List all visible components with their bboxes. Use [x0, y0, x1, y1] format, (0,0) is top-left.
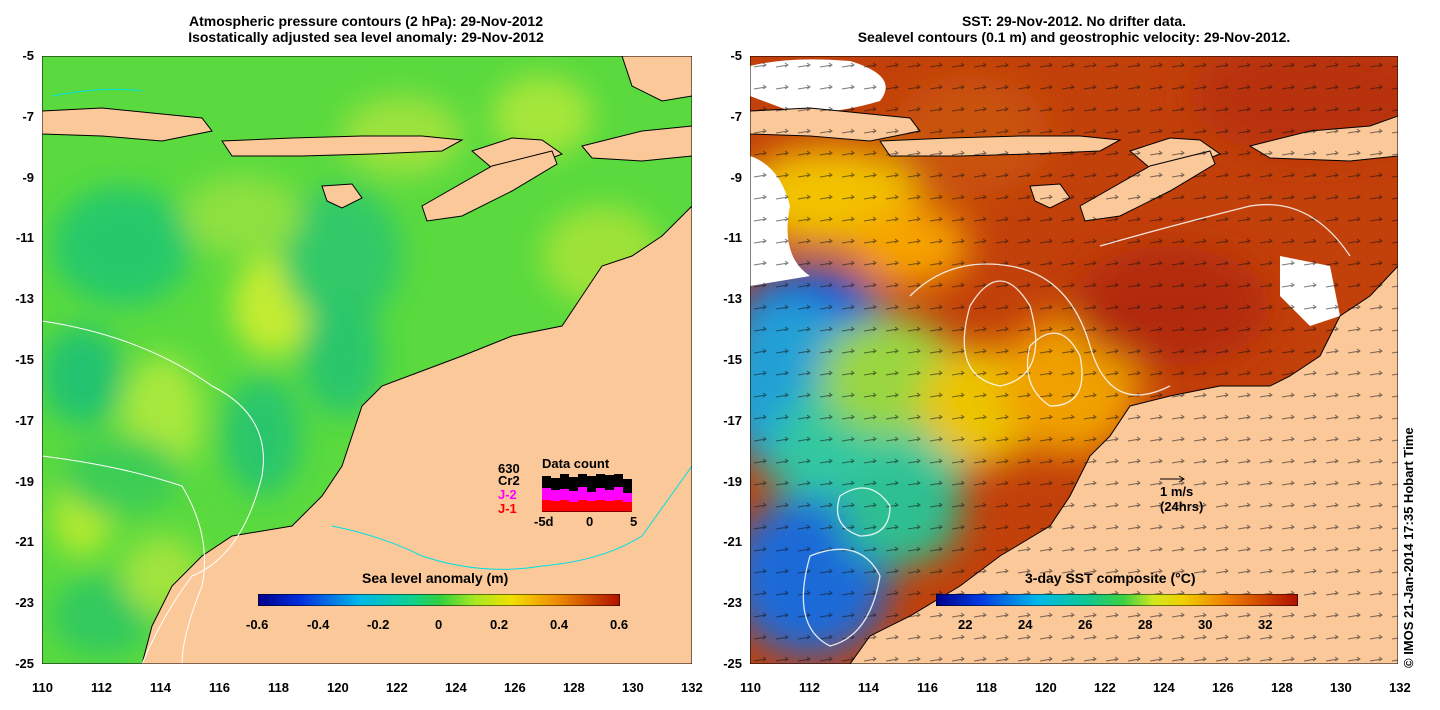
- x-tick-label: 116: [209, 680, 230, 695]
- velocity-scale-label2: (24hrs): [1160, 499, 1204, 514]
- x-tick-label: 122: [1094, 680, 1116, 695]
- sst-tick: 26: [1078, 617, 1093, 632]
- x-tick-label: 128: [1271, 680, 1293, 695]
- x-tick-label: 118: [268, 680, 289, 695]
- x-tick-label: 126: [504, 680, 526, 695]
- x-tick-label: 130: [622, 680, 644, 695]
- y-tick-label: -11: [15, 230, 34, 246]
- x-tick-label: 124: [1153, 680, 1175, 695]
- inset-x-tick: 5: [630, 514, 638, 529]
- inset-title: Data count: [542, 456, 610, 471]
- geostrophic-velocity-arrows: [750, 56, 1398, 664]
- y-tick-label: -5: [22, 48, 34, 63]
- sla-tick: -0.2: [367, 617, 390, 632]
- sst-colorbar: [936, 594, 1298, 606]
- sst-tick: 22: [958, 617, 973, 632]
- y-tick-label: -7: [730, 108, 742, 124]
- x-tick-label: 124: [445, 680, 467, 695]
- x-tick-label: 114: [150, 680, 171, 695]
- sst-map: [750, 56, 1398, 664]
- sat-label-cr2: Cr2: [498, 473, 520, 488]
- y-tick-label: -19: [723, 473, 742, 489]
- y-tick-label: -25: [15, 656, 34, 671]
- y-tick-label: -23: [723, 595, 742, 611]
- velocity-scale-label1: 1 m/s: [1160, 484, 1194, 499]
- right-title-line1: SST: 29-Nov-2012. No drifter data.: [961, 13, 1187, 29]
- y-tick-label: -9: [22, 169, 34, 185]
- x-tick-label: 132: [681, 680, 703, 695]
- sla-colorbar-label: Sea level anomaly (m): [362, 570, 509, 586]
- sla-tick: 0: [435, 617, 443, 632]
- sst-colorbar-label: 3-day SST composite (°C): [1025, 570, 1196, 586]
- y-tick-label: -25: [723, 656, 742, 671]
- x-tick-label: 112: [799, 680, 820, 695]
- y-tick-label: -15: [723, 352, 742, 367]
- y-tick-label: -15: [15, 352, 34, 367]
- left-title-line2: Isostatically adjusted sea level anomaly…: [188, 29, 544, 45]
- sla-tick: 0.2: [490, 617, 509, 632]
- y-tick-label: -7: [22, 108, 34, 124]
- y-tick-label: -17: [15, 412, 34, 428]
- sla-tick: 0.6: [610, 617, 629, 632]
- y-tick-label: -21: [723, 534, 742, 550]
- right-title-line2: Sealevel contours (0.1 m) and geostrophi…: [857, 29, 1291, 45]
- x-tick-label: 126: [1212, 680, 1234, 695]
- sla-colorbar: [258, 594, 620, 606]
- y-tick-label: -21: [15, 534, 34, 550]
- y-tick-label: -5: [730, 48, 742, 63]
- x-tick-label: 120: [327, 680, 349, 695]
- data-count-inset: Data count 630 Cr2 J-2 J-1 -5d 0 5: [494, 456, 644, 530]
- left-title-line1: Atmospheric pressure contours (2 hPa): 2…: [189, 13, 543, 29]
- x-tick-label: 130: [1330, 680, 1352, 695]
- x-tick-label: 118: [976, 680, 997, 695]
- sst-tick: 30: [1198, 617, 1213, 632]
- sla-tick: -0.4: [307, 617, 330, 632]
- x-tick-label: 120: [1035, 680, 1057, 695]
- sst-tick: 28: [1138, 617, 1153, 632]
- sealevel-contours: [802, 203, 1351, 647]
- imos-credit: © IMOS 21-Jan-2014 17:35 Hobart Time: [1401, 427, 1416, 668]
- inset-x-tick: -5d: [534, 514, 554, 529]
- y-tick-label: -13: [723, 291, 742, 307]
- data-count-bars: [542, 474, 632, 512]
- sat-label-j2: J-2: [498, 487, 517, 502]
- x-tick-label: 132: [1389, 680, 1411, 695]
- y-tick-label: -11: [723, 230, 742, 246]
- velocity-scale-arrow: [1160, 475, 1185, 483]
- y-tick-label: -13: [15, 291, 34, 307]
- land-masses: [42, 56, 692, 664]
- x-tick-label: 128: [563, 680, 585, 695]
- left-panel-title: Atmospheric pressure contours (2 hPa): 2…: [40, 13, 692, 45]
- sla-field: [42, 76, 662, 656]
- coast-cyan-contours: [51, 88, 692, 570]
- inset-x-tick: 0: [586, 514, 594, 529]
- x-tick-label: 110: [740, 680, 761, 695]
- y-tick-label: -19: [15, 473, 34, 489]
- sst-tick: 32: [1258, 617, 1273, 632]
- sat-label-630: 630: [498, 461, 520, 476]
- y-tick-label: -23: [15, 595, 34, 611]
- right-panel-title: SST: 29-Nov-2012. No drifter data. Seale…: [748, 13, 1400, 45]
- sst-tick: 24: [1018, 617, 1033, 632]
- sea-level-anomaly-map: [42, 56, 692, 664]
- y-tick-label: -17: [723, 412, 742, 428]
- sla-tick: 0.4: [550, 617, 569, 632]
- x-tick-label: 110: [32, 680, 53, 695]
- x-tick-label: 112: [91, 680, 112, 695]
- sat-label-j1: J-1: [498, 501, 517, 516]
- sla-tick: -0.6: [246, 617, 269, 632]
- y-tick-label: -9: [730, 169, 742, 185]
- pressure-contours: [42, 320, 264, 664]
- x-tick-label: 114: [858, 680, 879, 695]
- x-tick-label: 116: [917, 680, 938, 695]
- x-tick-label: 122: [386, 680, 408, 695]
